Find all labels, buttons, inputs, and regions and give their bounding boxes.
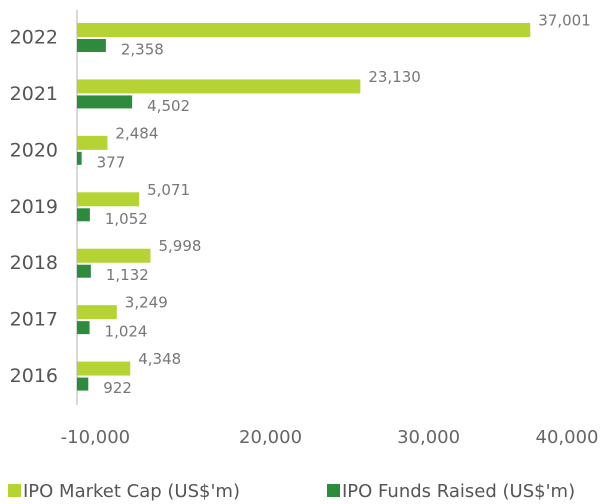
value-label: 1,052	[105, 210, 148, 228]
y-tick-label: 2021	[10, 83, 58, 105]
value-label: 2,358	[121, 41, 164, 59]
value-label: 23,130	[368, 68, 421, 86]
x-tick-label: 40,000	[536, 427, 599, 448]
value-label: 4,348	[138, 350, 181, 368]
value-label: 4,502	[147, 97, 190, 115]
bar	[77, 248, 151, 263]
legend-label: IPO Market Cap (US$'m)	[23, 481, 240, 502]
x-tick-label: 30,000	[397, 427, 460, 448]
value-label: 2,484	[115, 124, 158, 142]
y-tick-label: 2022	[10, 27, 58, 49]
value-label: 5,998	[158, 237, 201, 255]
y-tick-label: 2018	[10, 252, 58, 274]
y-tick-label: 2020	[10, 139, 58, 161]
x-tick-label: 20,000	[239, 427, 302, 448]
bar	[77, 39, 106, 52]
bar	[77, 361, 131, 376]
value-label: 1,024	[105, 323, 148, 341]
bar	[77, 208, 90, 222]
value-label: 3,249	[125, 294, 168, 312]
bar	[77, 95, 133, 109]
legend-swatch	[8, 484, 21, 497]
value-label: 922	[103, 379, 132, 397]
bar	[77, 151, 82, 165]
bar	[77, 79, 361, 94]
y-tick-label: 2016	[10, 365, 58, 387]
bar	[77, 305, 117, 320]
y-tick-label: 2019	[10, 196, 58, 218]
value-label: 37,001	[538, 12, 591, 30]
value-label: 5,071	[147, 181, 190, 199]
value-label: 377	[97, 153, 126, 171]
bar	[77, 377, 89, 391]
bar	[77, 135, 108, 150]
y-tick-label: 2017	[10, 309, 58, 331]
bar	[77, 264, 91, 278]
bar	[77, 23, 531, 37]
bar	[77, 192, 140, 207]
legend-label: IPO Funds Raised (US$'m)	[342, 481, 575, 502]
value-label: 1,132	[106, 266, 149, 284]
x-tick-label: -10,000	[61, 427, 130, 448]
legend-swatch	[327, 484, 340, 497]
bar	[77, 321, 90, 335]
